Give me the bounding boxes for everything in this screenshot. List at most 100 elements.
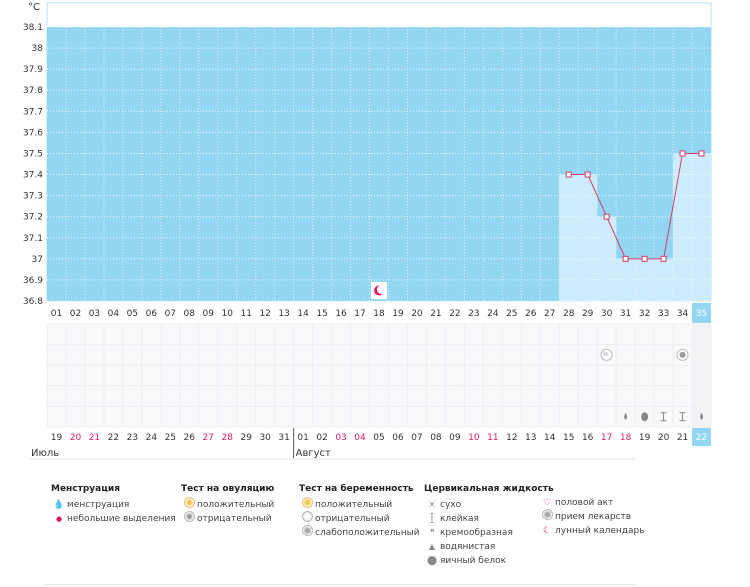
legend-title: Менструация <box>51 484 120 494</box>
legend-label: отрицательный <box>315 514 390 524</box>
cycle-day-label: 26 <box>525 309 537 319</box>
cycle-day-label: 12 <box>259 309 270 319</box>
light-spotting-drop-icon: ● <box>55 515 63 523</box>
legend-title: Тест на овуляцию <box>181 484 275 494</box>
date-label: 21 <box>89 433 100 443</box>
cycle-day-label: 27 <box>544 309 555 319</box>
legend-label: прием лекарств <box>555 512 632 522</box>
cycle-day-label: 06 <box>146 309 158 319</box>
cycle-day-label: 03 <box>89 309 100 319</box>
date-label: 20 <box>70 433 82 443</box>
y-tick-label: 37.5 <box>23 149 43 159</box>
lunar-marker-cut <box>377 285 386 294</box>
date-label: 16 <box>582 433 594 443</box>
date-label: 18 <box>620 433 632 443</box>
watery-icon <box>624 412 628 420</box>
legend-title: Цервикальная жидкость <box>424 484 554 494</box>
menstruation-drop-icon: 💧 <box>53 500 65 510</box>
legend-label: кремообразная <box>440 528 513 538</box>
ovulation-negative-icon <box>183 511 195 522</box>
legend-label: лунный календарь <box>555 526 645 536</box>
legend-label: положительный <box>197 500 275 510</box>
y-tick-label: 38 <box>32 44 44 54</box>
lunar-calendar-icon: ☾ <box>542 526 552 536</box>
cycle-day-label: 05 <box>127 309 138 319</box>
legend-other: ♡ половой акт прием лекарств ☾ лунный кале… <box>539 496 645 538</box>
y-tick-label: 37.7 <box>23 107 43 117</box>
area-column <box>597 216 617 301</box>
area-column <box>559 174 579 301</box>
cycle-day-label: 04 <box>108 309 120 319</box>
bottom-divider <box>44 584 636 585</box>
marker-core <box>679 351 686 358</box>
heart-icon: ♡ <box>542 498 552 508</box>
marker-core <box>603 351 609 357</box>
pregnancy-positive-icon <box>301 497 313 508</box>
date-label: 01 <box>297 433 308 443</box>
y-tick-label: 38.1 <box>23 23 43 33</box>
date-label: 20 <box>658 433 670 443</box>
temperature-point <box>641 255 648 262</box>
cycle-day-label: 20 <box>411 309 423 319</box>
legend-ovulation-test: Тест на овуляцию положительный отрицател… <box>181 482 274 526</box>
ovulation-positive-icon <box>183 497 195 508</box>
temperature-line <box>568 152 702 260</box>
current-day-highlight <box>692 303 711 323</box>
legend-label: небольшие выделения <box>67 514 176 524</box>
egg-shape <box>641 412 649 422</box>
temperature-unit-label: °C <box>28 2 40 13</box>
y-tick-label: 36.9 <box>23 276 43 286</box>
current-day-column <box>692 324 711 427</box>
date-label: 26 <box>184 433 196 443</box>
date-label: 21 <box>677 433 688 443</box>
date-label: 06 <box>392 433 404 443</box>
cycle-day-label: 10 <box>222 309 234 319</box>
area-column <box>654 258 674 301</box>
temperature-point <box>698 150 705 157</box>
date-label: 12 <box>506 433 517 443</box>
date-label: 07 <box>411 433 422 443</box>
date-label: 04 <box>354 433 366 443</box>
cycle-day-label: 24 <box>487 309 499 319</box>
medication-icon <box>541 509 553 520</box>
legend-label: отрицательный <box>197 514 272 524</box>
temperature-point <box>565 171 572 178</box>
area-column <box>616 258 636 301</box>
creamy-icon: ❝ <box>429 528 435 538</box>
current-date-highlight <box>692 428 711 446</box>
cycle-day-label: 31 <box>620 309 631 319</box>
legend-label: положительный <box>315 500 393 510</box>
date-label: 23 <box>127 433 138 443</box>
cycle-day-label: 08 <box>184 309 196 319</box>
temperature-point <box>622 255 629 262</box>
cycle-day-label: 35 <box>696 309 707 319</box>
legend-label: клейкая <box>440 514 479 524</box>
date-label: 14 <box>544 433 556 443</box>
sticky-icon <box>679 412 686 422</box>
cycle-day-label: 13 <box>278 309 289 319</box>
y-tick-label: 37.4 <box>23 171 43 181</box>
y-tick-label: 37.9 <box>23 65 43 75</box>
date-label: 29 <box>240 433 252 443</box>
temperature-point <box>584 171 591 178</box>
legend-label: сухо <box>440 500 462 510</box>
drop-shape <box>624 412 628 420</box>
date-label: 03 <box>335 433 346 443</box>
date-label: 02 <box>316 433 327 443</box>
cycle-day-label: 33 <box>658 309 669 319</box>
egg-white-icon <box>641 412 649 422</box>
cycle-day-label: 17 <box>354 309 365 319</box>
y-tick-label: 37 <box>32 255 43 265</box>
temperature-point <box>603 213 610 220</box>
date-label: 19 <box>51 433 63 443</box>
month-label: Июль <box>31 448 59 459</box>
date-label: 10 <box>468 433 480 443</box>
legend-pregnancy-test: Тест на беременность положительный отриц… <box>299 482 420 540</box>
temperature-point <box>660 255 667 262</box>
cycle-day-label: 11 <box>240 309 251 319</box>
cycle-day-label: 14 <box>297 309 309 319</box>
y-tick-label: 37.2 <box>23 213 43 223</box>
cycle-day-label: 34 <box>677 309 689 319</box>
cycle-day-label: 18 <box>373 309 385 319</box>
